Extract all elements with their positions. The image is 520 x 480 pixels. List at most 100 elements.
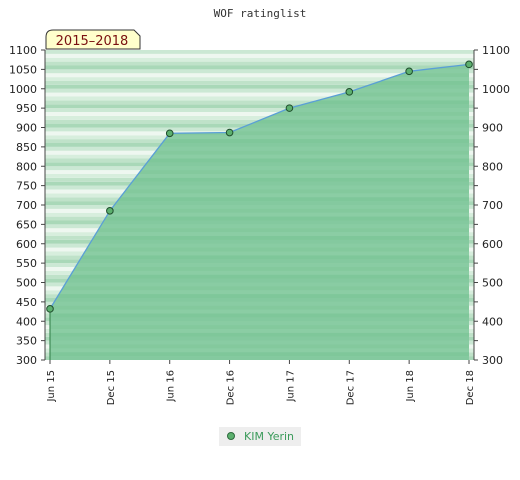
right-tick-label: 900 [482,122,503,135]
x-tick-label: Dec 15 [106,370,117,405]
area-stripe [50,177,469,182]
data-markers [46,60,473,313]
left-y-axis: 300 350 400 450 500 550 600 650 700 750 800 850 900 9… [9,44,45,367]
area-stripe [50,267,469,271]
area-stripe [50,158,469,163]
area-stripe [50,344,469,349]
left-tick-label: 750 [16,180,37,193]
background-band [45,57,474,62]
left-tick-label: 550 [16,257,37,270]
background-band [45,112,474,116]
x-axis: Jun 15 Dec 15 Jun 16 Dec 16 Jun 17 Dec 17 Jun … [46,360,476,405]
area-stripe [50,131,469,136]
area-stripe [50,274,469,279]
data-point [285,104,294,112]
left-tick-label: 850 [16,141,37,154]
left-tick-label: 400 [16,315,37,328]
area-stripe [50,150,469,155]
area-stripe [50,228,469,233]
right-tick-label: 500 [482,277,503,290]
x-tick-label: Dec 18 [465,370,476,405]
left-tick-label: 1050 [9,63,37,76]
x-tick-label: Jun 18 [405,370,416,403]
background-band [45,108,474,112]
x-tick-label: Jun 17 [285,370,296,403]
right-tick-label: 700 [482,199,503,212]
data-point [46,305,54,313]
area-stripe [50,247,469,252]
left-tick-label: 300 [16,354,37,367]
area-stripe [50,119,469,124]
right-tick-label: 1000 [482,83,510,96]
left-tick-label: 450 [16,296,37,309]
left-tick-label: 650 [16,218,37,231]
area-stripe [50,332,469,337]
background-band [45,115,474,120]
legend-box [219,427,301,446]
background-band [45,61,474,66]
area-stripe [50,294,469,298]
x-tick-label: Dec 16 [226,370,237,405]
left-tick-label: 500 [16,277,37,290]
background-band [45,92,474,97]
data-point [225,128,234,137]
legend-label: KIM Yerin [244,430,294,443]
area-stripe [50,236,469,240]
area-stripe [50,216,469,221]
data-point [345,88,354,96]
left-tick-label: 700 [16,199,37,212]
area-stripe [50,313,469,318]
x-tick-label: Dec 17 [345,370,356,405]
background-band [45,69,474,74]
left-tick-label: 900 [16,122,37,135]
x-tick-label: Jun 15 [46,370,57,403]
left-tick-label: 950 [16,102,37,115]
data-point [165,129,174,138]
chart-title: WOF ratinglist [214,7,307,20]
area-stripe [50,170,469,174]
background-band [45,53,474,58]
period-badge-label: 2015–2018 [56,34,129,49]
background-band [45,65,474,70]
area-stripe [50,286,469,291]
background-band [45,84,474,89]
area-stripe [50,189,469,194]
right-tick-label: 400 [482,315,503,328]
background-band [45,50,474,54]
legend[interactable]: KIM Yerin [219,427,301,446]
background-band [45,100,474,105]
left-tick-label: 350 [16,335,37,348]
data-point [465,60,473,69]
left-tick-label: 800 [16,160,37,173]
area-stripe [50,305,469,310]
background-band [45,96,474,101]
left-tick-label: 600 [16,238,37,251]
area-stripe [50,352,469,357]
area-stripe [50,139,469,143]
series-area [50,64,469,361]
background-band [45,81,474,85]
legend-marker-icon [227,432,235,440]
background-band [45,77,474,81]
data-point [106,207,114,215]
data-point [405,67,413,76]
area-stripe [50,197,469,202]
right-tick-label: 800 [482,160,503,173]
area-stripe [50,325,469,329]
right-tick-label: 1100 [482,44,510,57]
area-stripe [50,255,469,260]
left-tick-label: 1100 [9,44,37,57]
right-tick-label: 600 [482,238,503,251]
background-band [45,73,474,78]
right-y-axis: 300 400 500 600 700 800 900 1000 1100 [474,44,510,367]
x-tick-label: Jun 16 [166,370,177,403]
area-stripe [50,208,469,213]
background-band [45,104,474,109]
right-tick-label: 300 [482,354,503,367]
left-tick-label: 1000 [9,83,37,96]
period-badge: 2015–2018 [45,29,141,50]
series-line [49,63,470,310]
badge-background [45,29,141,50]
background-band [45,88,474,93]
